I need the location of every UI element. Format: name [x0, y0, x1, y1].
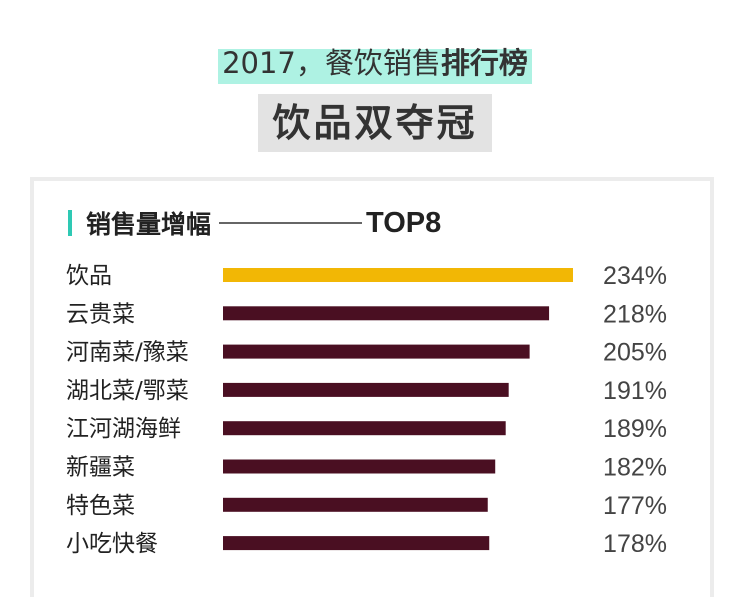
page-title: 饮品双夺冠 [258, 94, 492, 152]
category-label: 河南菜/豫菜 [66, 340, 189, 366]
category-label: 江河湖海鲜 [66, 416, 181, 442]
category-label: 湖北菜/鄂菜 [66, 378, 189, 404]
value-label: 218% [603, 300, 667, 328]
subtitle-bold: 排行榜 [440, 46, 528, 80]
value-label: 234% [603, 262, 667, 290]
subtitle: 2017，餐饮销售排行榜 [218, 42, 532, 84]
bar [223, 536, 490, 551]
bar-chart: 饮品 234% 云贵菜 218% 河南菜/豫菜 205% 湖北菜/鄂菜 191% 江河湖海鲜 18… [66, 262, 667, 558]
section-top-label: TOP8 [366, 206, 442, 239]
section-accent-bar [68, 210, 72, 236]
value-label: 178% [603, 530, 667, 558]
category-label: 小吃快餐 [66, 531, 158, 557]
value-label: 182% [603, 454, 667, 482]
subtitle-prefix: 2017，餐饮销售 [222, 46, 441, 80]
value-label: 205% [603, 339, 667, 367]
value-label: 177% [603, 492, 667, 520]
subtitle-wrap: 2017，餐饮销售排行榜 [0, 40, 750, 86]
bar [223, 421, 506, 436]
bar [223, 268, 573, 282]
bar [223, 497, 488, 512]
category-label: 饮品 [66, 263, 112, 289]
category-label: 新疆菜 [66, 455, 135, 481]
value-label: 189% [603, 415, 667, 443]
category-label: 云贵菜 [66, 301, 135, 327]
category-label: 特色菜 [66, 493, 135, 519]
section-label: 销售量增幅 [86, 210, 212, 239]
bar [223, 382, 509, 397]
title-wrap: 饮品双夺冠 [0, 93, 750, 153]
value-label: 191% [603, 377, 667, 405]
bar [223, 344, 530, 359]
bar [223, 459, 496, 474]
section-divider-line [219, 222, 363, 224]
section-heading: 销售量增幅 TOP8 [68, 205, 441, 241]
bar [223, 306, 550, 321]
